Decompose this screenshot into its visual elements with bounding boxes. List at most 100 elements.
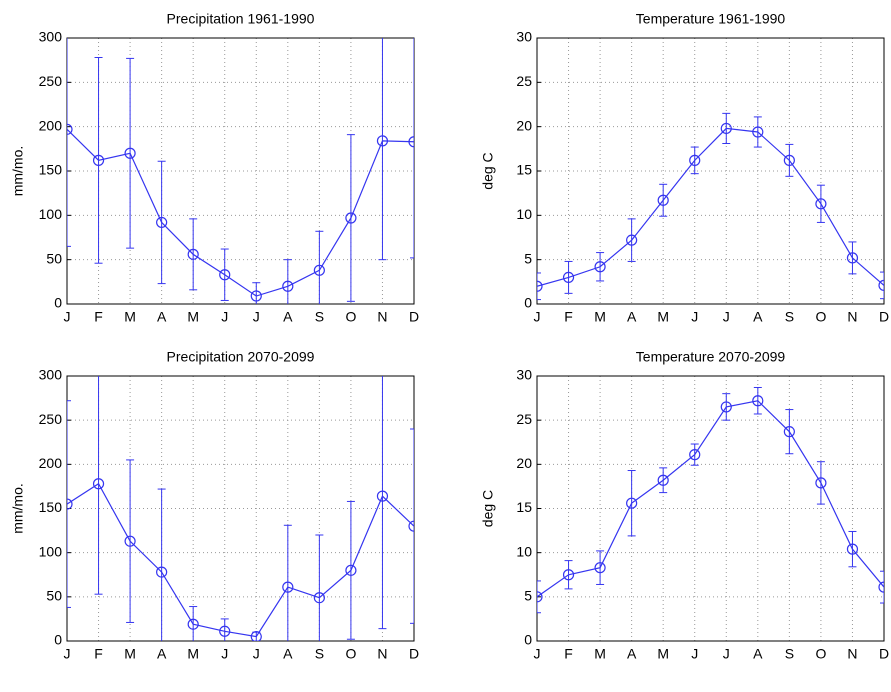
marker (562, 271, 575, 283)
error-bar (378, 376, 387, 630)
x-tick-label: M (124, 309, 136, 325)
error-bar (596, 550, 605, 585)
error-bar (67, 400, 71, 608)
x-tick-label: F (564, 646, 573, 662)
y-tick-label: 150 (39, 162, 63, 178)
x-tick-label: A (627, 309, 637, 325)
x-tick-label: M (187, 646, 199, 662)
error-bar (346, 500, 355, 640)
error-bar (753, 116, 762, 148)
x-tick-label: M (187, 309, 199, 325)
chart-title: Temperature 1961-1990 (636, 11, 786, 27)
line (537, 400, 884, 598)
error-bar (252, 282, 261, 304)
y-tick-label: 50 (46, 250, 62, 266)
y-tick-label: 20 (516, 117, 532, 133)
marker (720, 122, 732, 135)
error-bar (596, 252, 605, 282)
x-tick-label: M (657, 646, 669, 662)
marker (156, 216, 168, 229)
x-tick-label: S (785, 309, 794, 325)
x-tick-label: J (691, 309, 698, 325)
marker (562, 569, 575, 581)
error-bar (378, 38, 387, 261)
x-tick-label: A (157, 646, 167, 662)
error-bar (220, 618, 229, 641)
error-bar (126, 57, 135, 249)
error-bar (157, 488, 166, 641)
marker (657, 194, 669, 206)
chart-title: Precipitation 2070-2099 (167, 349, 315, 365)
y-tick-label: 250 (39, 411, 63, 427)
marker (92, 154, 105, 166)
y-tick-label: 10 (516, 543, 532, 559)
y-tick-label: 100 (39, 543, 63, 559)
x-tick-label: J (221, 309, 228, 325)
x-tick-label: J (64, 646, 71, 662)
marker (313, 592, 325, 604)
error-bar (627, 218, 636, 262)
x-tick-label: D (879, 646, 889, 662)
y-tick-label: 25 (516, 411, 532, 427)
marker (878, 279, 884, 291)
error-bar (564, 260, 573, 294)
x-tick-label: J (221, 646, 228, 662)
x-tick-label: J (534, 646, 541, 662)
error-bar (220, 248, 229, 301)
x-tick-label: J (253, 309, 260, 325)
error-bar (785, 143, 794, 177)
x-tick-label: J (534, 309, 541, 325)
x-tick-label: N (377, 646, 387, 662)
y-tick-label: 0 (54, 295, 62, 311)
error-bar (785, 409, 794, 455)
x-tick-label: M (657, 309, 669, 325)
error-bar (537, 272, 541, 301)
error-bar (722, 112, 731, 145)
marker (626, 234, 638, 246)
y-tick-label: 5 (524, 250, 532, 266)
marker (846, 252, 859, 264)
error-bar (410, 38, 414, 259)
x-tick-label: S (315, 309, 324, 325)
x-tick-label: D (879, 309, 889, 325)
y-axis-label: mm/mo. (10, 483, 26, 534)
error-bar (126, 459, 135, 623)
error-bar (315, 534, 324, 641)
plot (537, 112, 884, 301)
y-tick-label: 200 (39, 117, 63, 133)
error-bar (94, 376, 103, 595)
x-tick-label: N (847, 646, 857, 662)
marker (537, 280, 543, 292)
x-tick-label: J (723, 309, 730, 325)
x-tick-label: J (253, 646, 260, 662)
x-tick-label: N (847, 309, 857, 325)
error-bar (315, 230, 324, 304)
marker (594, 562, 606, 574)
error-bar (880, 570, 884, 604)
error-bar (189, 218, 198, 291)
line (537, 127, 884, 287)
marker (783, 154, 795, 166)
error-bar (94, 57, 103, 264)
error-bar (189, 606, 198, 641)
marker (626, 497, 638, 509)
error-bar (816, 461, 825, 505)
y-tick-label: 200 (39, 455, 63, 471)
marker (187, 618, 199, 630)
marker (345, 564, 357, 576)
marker (376, 135, 389, 147)
marker (752, 395, 764, 407)
marker (752, 126, 764, 138)
error-bar (722, 393, 731, 421)
y-tick-label: 50 (46, 588, 62, 604)
marker (219, 269, 231, 281)
y-tick-label: 20 (516, 455, 532, 471)
x-tick-label: A (283, 309, 293, 325)
marker (67, 123, 73, 135)
error-bar (410, 428, 414, 624)
error-bar (157, 160, 166, 285)
marker (657, 474, 669, 486)
marker (156, 566, 168, 578)
line (67, 128, 414, 297)
